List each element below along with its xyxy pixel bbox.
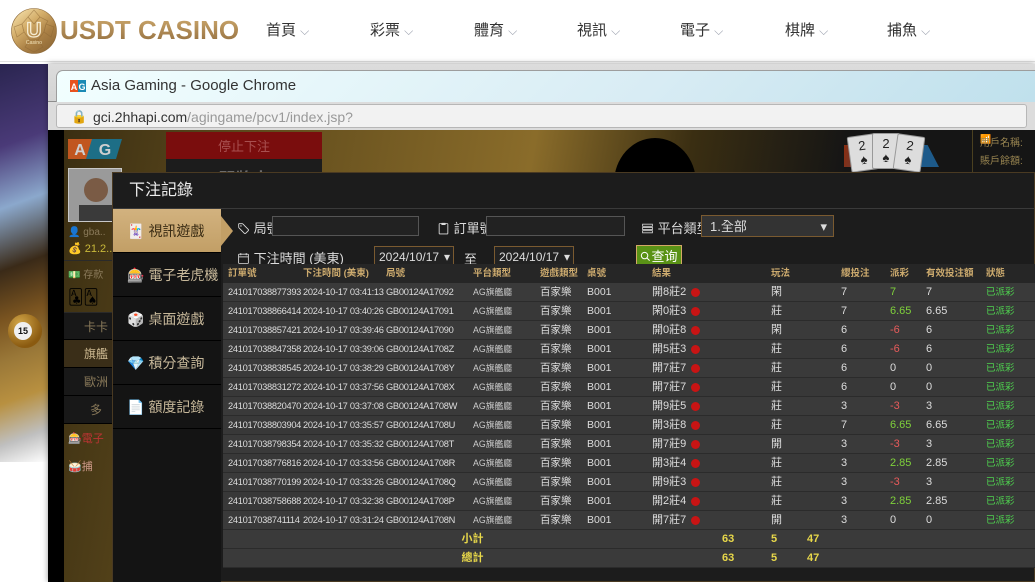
svg-text:A: A (74, 142, 86, 159)
svg-text:A: A (71, 82, 78, 92)
svg-text:G: G (78, 82, 85, 92)
svg-text:U: U (26, 19, 41, 42)
svg-text:G: G (99, 142, 111, 159)
svg-text:Casino: Casino (26, 40, 42, 46)
